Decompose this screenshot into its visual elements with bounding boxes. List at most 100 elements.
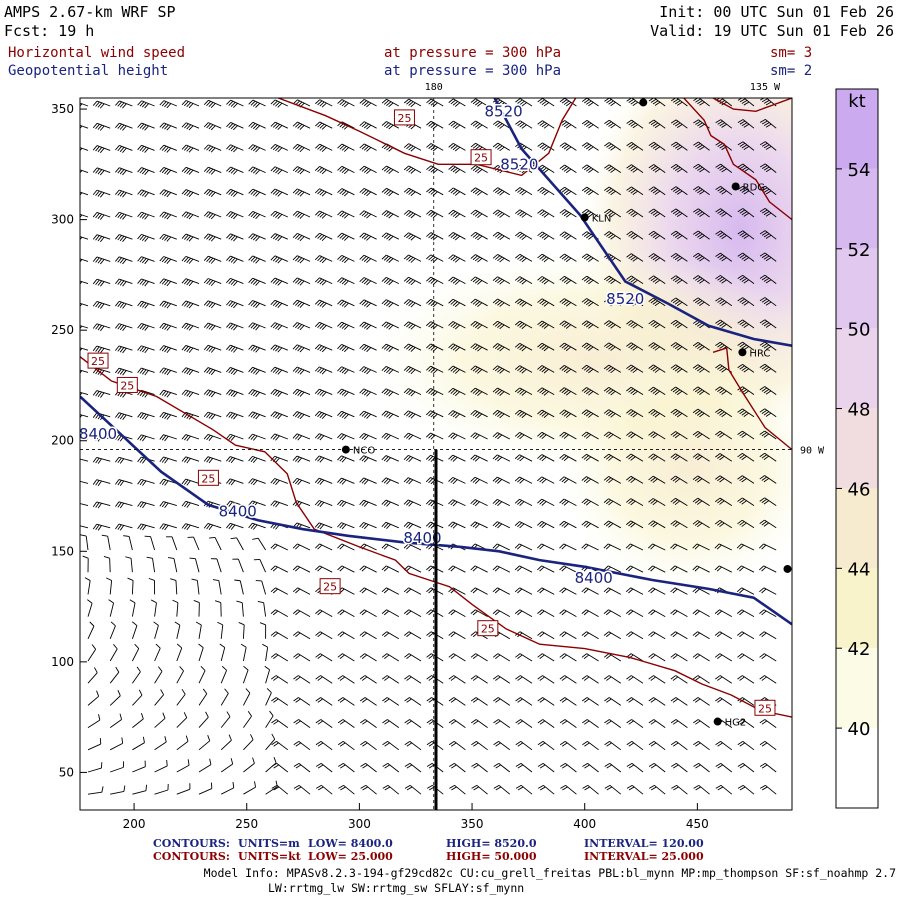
wind-barb — [293, 675, 311, 684]
wind-barb — [737, 475, 755, 484]
wind-barb — [603, 520, 622, 529]
wind-barb — [759, 430, 777, 440]
wind-barb — [87, 762, 103, 773]
wind-barb — [626, 386, 644, 396]
wind-barb — [92, 100, 111, 109]
wind-barb — [492, 498, 510, 507]
wind-barb — [110, 785, 126, 795]
wind-barb — [604, 98, 622, 107]
wind-barb — [537, 454, 555, 462]
wind-barb — [292, 543, 311, 551]
wind-barb — [337, 277, 355, 286]
wind-barb — [470, 343, 488, 352]
wind-barb — [125, 556, 133, 573]
wind-barb — [670, 319, 688, 329]
wind-barb — [648, 141, 666, 151]
wind-barb — [759, 452, 777, 462]
wind-barb — [670, 364, 688, 373]
wind-barb — [448, 410, 466, 419]
wind-barb — [515, 653, 533, 662]
wind-barb — [359, 565, 377, 573]
wind-barb — [226, 367, 244, 375]
wind-barb — [670, 275, 688, 284]
wind-barb — [626, 719, 644, 728]
wind-barb — [381, 343, 399, 352]
wind-barb — [470, 276, 488, 285]
wind-barb — [181, 100, 200, 109]
wind-barb — [736, 587, 755, 595]
wind-barb — [670, 565, 688, 573]
wind-barb — [181, 233, 200, 242]
wind-barb — [226, 277, 244, 286]
wind-barb — [360, 784, 377, 795]
map-plot-area: 25 25 25 25 25 25 25 25 8520 8520 8520 8400 8400 840… — [79, 97, 793, 811]
wind-barb — [758, 543, 777, 551]
wind-barb — [403, 299, 422, 308]
wind-barb — [337, 609, 355, 617]
wind-barb — [292, 166, 311, 175]
wind-barb — [470, 432, 488, 440]
wind-barb — [648, 208, 666, 218]
wind-barb — [314, 388, 333, 397]
wind-barb — [84, 577, 91, 595]
wind-barb — [87, 621, 95, 639]
contours2-high: HIGH= 50.000 — [446, 850, 537, 863]
wind-barb — [265, 733, 276, 751]
wind-barb — [448, 653, 466, 662]
meridian-label: 90 W — [800, 446, 825, 457]
wind-barb — [270, 565, 289, 573]
wind-barb — [715, 119, 733, 129]
wind-barb — [737, 297, 755, 307]
wind-barb — [626, 297, 644, 307]
wind-barb — [715, 386, 733, 395]
wind-barb — [648, 587, 666, 595]
wind-barb — [737, 274, 755, 284]
wind-barb — [381, 276, 399, 286]
wind-barb — [625, 565, 644, 573]
wind-barb — [359, 299, 377, 308]
wind-barb — [110, 761, 124, 773]
wind-barb — [248, 389, 266, 398]
wind-barb — [92, 323, 111, 332]
wind-barb — [515, 253, 533, 263]
wind-barb — [337, 344, 355, 353]
wind-barb — [315, 675, 333, 684]
wind-barb — [248, 99, 266, 108]
contours2-low: LOW= 25.000 — [308, 850, 393, 863]
wind-barb — [248, 166, 266, 175]
wind-barb — [693, 98, 710, 107]
wind-barb — [559, 298, 577, 307]
wind-barb — [154, 643, 161, 662]
wind-barb — [626, 208, 644, 218]
wind-barb — [292, 366, 311, 375]
wind-barb — [693, 186, 710, 196]
wind-barb — [581, 142, 599, 151]
wind-barb — [426, 187, 444, 196]
wind-barb — [230, 537, 244, 551]
wind-barb — [603, 431, 622, 440]
wind-barb — [537, 387, 555, 396]
wind-barb — [381, 299, 399, 308]
wind-barb — [648, 275, 666, 284]
wind-barb — [159, 523, 177, 531]
y-axis: 50 100 150 200 250 300 350 — [51, 102, 87, 779]
wind-barb — [537, 320, 555, 329]
wind-barb — [737, 119, 755, 129]
wind-barb — [404, 762, 422, 773]
wind-barb — [448, 476, 466, 485]
wind-barb — [471, 762, 488, 773]
meridian-guides — [80, 98, 792, 810]
wind-barb — [137, 167, 155, 176]
wind-barb — [559, 186, 577, 196]
wind-barb — [448, 697, 466, 706]
wind-barb — [226, 478, 244, 486]
wind-barb — [715, 252, 733, 262]
wind-barb — [537, 587, 555, 595]
wind-barb — [270, 631, 289, 640]
wind-barb — [537, 498, 555, 506]
wind-barb — [626, 320, 644, 329]
wind-barb — [381, 543, 399, 551]
wind-barb — [115, 122, 133, 131]
speed-contour-line — [683, 98, 792, 221]
wind-barb — [176, 666, 184, 684]
